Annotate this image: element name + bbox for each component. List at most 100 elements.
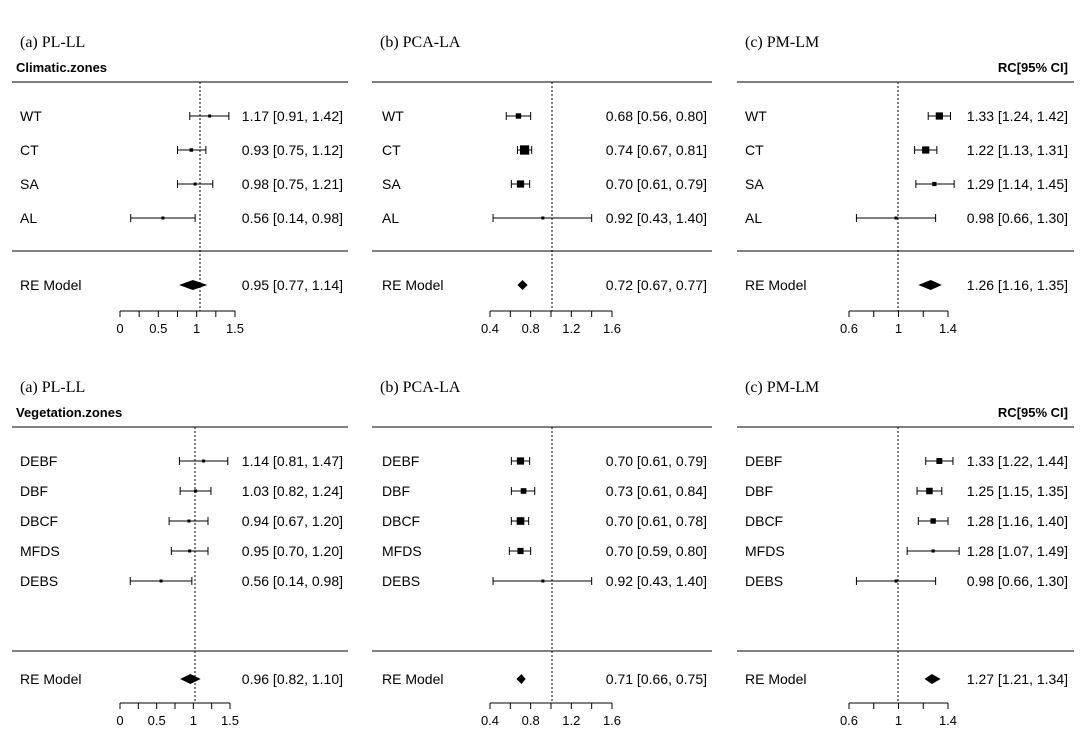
row-label: MFDS xyxy=(745,543,785,559)
row-label: CT xyxy=(745,142,764,158)
column-header: RC[95% CI] xyxy=(998,60,1068,75)
panel-title: (c) PM-LM xyxy=(745,379,819,396)
x-tick-label: 1 xyxy=(895,713,902,728)
point-estimate xyxy=(516,180,525,188)
point-estimate xyxy=(517,547,524,555)
x-tick-label: 1.6 xyxy=(603,321,621,336)
x-tick-label: 0.8 xyxy=(522,713,540,728)
x-tick-label: 1.2 xyxy=(562,713,580,728)
point-estimate xyxy=(193,489,198,493)
point-estimate xyxy=(193,182,197,186)
row-estimate-text: 1.28 [1.07, 1.49] xyxy=(967,543,1068,559)
model-diamond xyxy=(924,674,941,684)
panel-title: (a) PL-LL xyxy=(20,379,85,396)
row-estimate-text: 1.25 [1.15, 1.35] xyxy=(967,483,1068,499)
point-estimate xyxy=(894,216,898,220)
group-label: Vegetation.zones xyxy=(16,405,122,420)
row-label: DEBS xyxy=(382,573,420,589)
group-label: Climatic.zones xyxy=(16,60,107,75)
row-label: DBCF xyxy=(382,513,420,529)
x-tick-label: 1.4 xyxy=(939,321,957,336)
model-diamond xyxy=(516,674,526,684)
row-label: SA xyxy=(382,176,401,192)
point-estimate xyxy=(187,519,191,523)
forest-panel-5: (b) PCA-LA DEBF 0.70 [0.61, 0.79] DBF 0.73 [… xyxy=(372,379,712,728)
model-label: RE Model xyxy=(20,671,81,687)
row-label: SA xyxy=(20,176,39,192)
model-estimate-text: 0.95 [0.77, 1.14] xyxy=(242,277,343,293)
panel-title: (b) PCA-LA xyxy=(380,379,461,396)
point-estimate xyxy=(931,549,935,553)
row-label: SA xyxy=(745,176,764,192)
row-label: DBF xyxy=(382,483,410,499)
row-label: WT xyxy=(745,108,767,124)
panel-title: (a) PL-LL xyxy=(20,34,85,51)
point-estimate xyxy=(159,579,163,583)
row-label: DEBF xyxy=(745,453,782,469)
point-estimate xyxy=(189,148,194,152)
point-estimate xyxy=(932,181,937,187)
point-estimate xyxy=(515,113,522,119)
x-tick-label: 1.6 xyxy=(603,713,621,728)
x-tick-label: 0.8 xyxy=(522,321,540,336)
x-tick-label: 1.4 xyxy=(939,713,957,728)
point-estimate xyxy=(202,459,206,463)
forest-panel-2: (b) PCA-LA WT 0.68 [0.56, 0.80] CT 0.74 [0.6… xyxy=(372,34,712,336)
x-tick-label: 0.6 xyxy=(840,321,858,336)
column-header: RC[95% CI] xyxy=(998,405,1068,420)
x-tick-label: 0.6 xyxy=(840,713,858,728)
x-tick-label: 1 xyxy=(895,321,902,336)
row-label: DBCF xyxy=(745,513,783,529)
model-estimate-text: 1.26 [1.16, 1.35] xyxy=(967,277,1068,293)
x-tick-label: 0.5 xyxy=(149,321,167,336)
row-estimate-text: 0.92 [0.43, 1.40] xyxy=(606,210,707,226)
point-estimate xyxy=(519,145,530,155)
x-tick-label: 1.5 xyxy=(221,713,239,728)
model-estimate-text: 0.71 [0.66, 0.75] xyxy=(606,671,707,687)
point-estimate xyxy=(516,457,525,465)
row-estimate-text: 0.94 [0.67, 1.20] xyxy=(242,513,343,529)
x-tick-label: 0 xyxy=(116,321,123,336)
row-estimate-text: 0.73 [0.61, 0.84] xyxy=(606,483,707,499)
row-estimate-text: 0.70 [0.59, 0.80] xyxy=(606,543,707,559)
model-diamond xyxy=(918,280,942,290)
x-tick-label: 0.5 xyxy=(148,713,166,728)
row-estimate-text: 0.70 [0.61, 0.78] xyxy=(606,513,707,529)
row-label: DEBS xyxy=(20,573,58,589)
row-estimate-text: 1.22 [1.13, 1.31] xyxy=(967,142,1068,158)
row-label: CT xyxy=(382,142,401,158)
model-diamond xyxy=(179,280,208,290)
row-estimate-text: 0.56 [0.14, 0.98] xyxy=(242,573,343,589)
row-label: DEBF xyxy=(382,453,419,469)
row-label: MFDS xyxy=(382,543,422,559)
row-estimate-text: 1.28 [1.16, 1.40] xyxy=(967,513,1068,529)
row-estimate-text: 0.74 [0.67, 0.81] xyxy=(606,142,707,158)
x-tick-label: 1.2 xyxy=(562,321,580,336)
model-label: RE Model xyxy=(20,277,81,293)
point-estimate xyxy=(520,488,527,494)
panel-title: (c) PM-LM xyxy=(745,34,819,51)
forest-panel-6: (c) PM-LM RC[95% CI] DEBF 1.33 [1.22, 1.44]… xyxy=(737,379,1074,728)
row-label: AL xyxy=(745,210,762,226)
row-label: WT xyxy=(382,108,404,124)
row-label: AL xyxy=(382,210,399,226)
row-label: DBF xyxy=(745,483,773,499)
model-label: RE Model xyxy=(745,277,806,293)
row-estimate-text: 1.14 [0.81, 1.47] xyxy=(242,453,343,469)
model-label: RE Model xyxy=(382,277,443,293)
row-estimate-text: 1.17 [0.91, 1.42] xyxy=(242,108,343,124)
point-estimate xyxy=(541,216,545,220)
row-label: DBCF xyxy=(20,513,58,529)
row-estimate-text: 0.95 [0.70, 1.20] xyxy=(242,543,343,559)
row-estimate-text: 0.98 [0.66, 1.30] xyxy=(967,210,1068,226)
point-estimate xyxy=(930,518,936,524)
row-estimate-text: 1.03 [0.82, 1.24] xyxy=(242,483,343,499)
row-label: CT xyxy=(20,142,39,158)
x-tick-label: 1 xyxy=(193,321,200,336)
row-label: DEBS xyxy=(745,573,783,589)
x-tick-label: 1.5 xyxy=(226,321,244,336)
point-estimate xyxy=(516,517,525,525)
forest-panel-3: (c) PM-LM RC[95% CI] WT 1.33 [1.24, 1.42] CT… xyxy=(737,34,1074,336)
row-estimate-text: 1.29 [1.14, 1.45] xyxy=(967,176,1068,192)
x-tick-label: 1 xyxy=(190,713,197,728)
